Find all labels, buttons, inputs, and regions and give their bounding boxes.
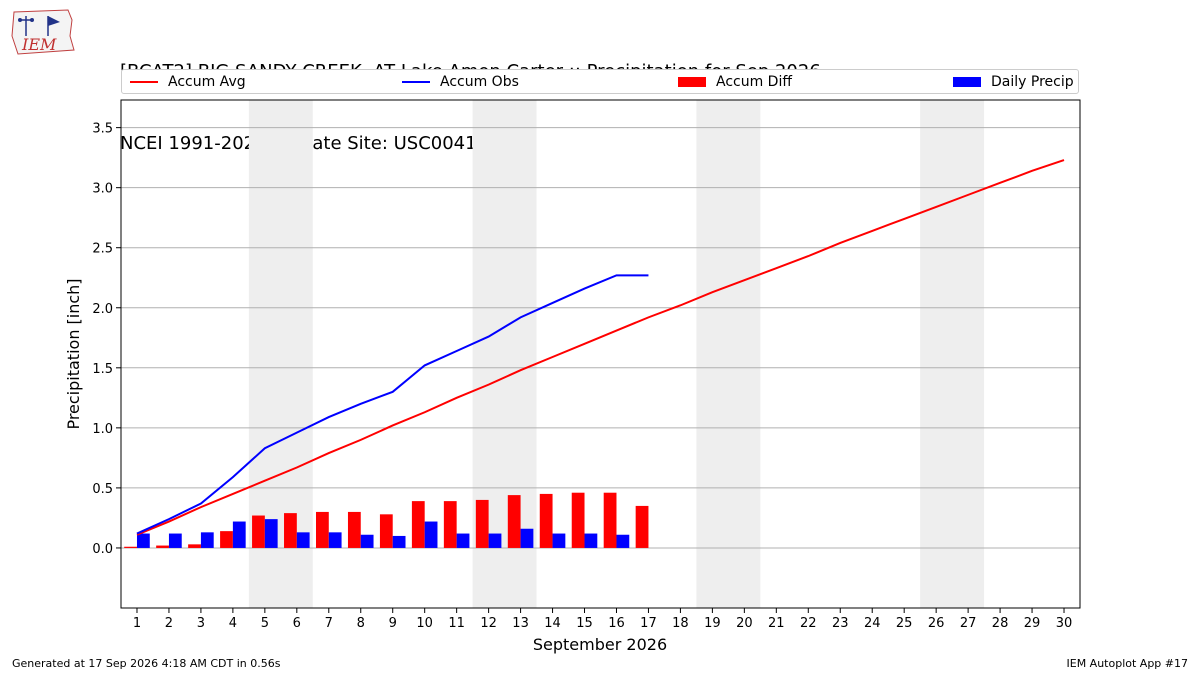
y-tick-label: 0.0 xyxy=(92,542,113,557)
bar xyxy=(539,493,553,548)
y-tick-label: 1.5 xyxy=(92,362,113,377)
x-tick-label: 15 xyxy=(576,616,593,631)
y-tick-label: 2.5 xyxy=(92,242,113,257)
bar xyxy=(392,535,406,548)
bar xyxy=(124,546,137,548)
x-tick-label: 26 xyxy=(928,616,945,631)
x-tick-label: 27 xyxy=(960,616,977,631)
bar xyxy=(616,534,630,548)
x-tick-label: 4 xyxy=(229,616,237,631)
x-tick-label: 11 xyxy=(448,616,465,631)
bar xyxy=(220,531,233,548)
bar xyxy=(571,492,585,548)
x-tick-label: 20 xyxy=(736,616,753,631)
legend-label: Daily Precip xyxy=(991,73,1074,90)
bar xyxy=(315,511,329,548)
bar xyxy=(411,501,425,548)
weekend-shade xyxy=(696,100,761,608)
x-tick-label: 16 xyxy=(608,616,625,631)
iem-logo: IEM xyxy=(8,6,80,58)
x-tick-label: 7 xyxy=(325,616,333,631)
legend-swatch xyxy=(402,80,430,83)
app-credit: IEM Autoplot App #17 xyxy=(1066,657,1189,670)
x-tick-label: 24 xyxy=(864,616,881,631)
legend-swatch xyxy=(953,76,981,87)
bar xyxy=(200,532,214,548)
bar xyxy=(156,545,169,548)
bar xyxy=(347,511,361,548)
bar xyxy=(488,533,502,548)
x-axis-label: September 2026 xyxy=(533,635,667,654)
x-tick-label: 2 xyxy=(165,616,173,631)
legend: Accum Avg Accum Obs Accum Diff Daily Pre… xyxy=(121,69,1079,94)
x-tick-label: 10 xyxy=(416,616,433,631)
x-tick-label: 30 xyxy=(1056,616,1073,631)
bar xyxy=(424,521,438,548)
x-tick-label: 22 xyxy=(800,616,817,631)
bar xyxy=(232,521,246,548)
x-tick-label: 28 xyxy=(992,616,1009,631)
legend-item-daily-precip: Daily Precip xyxy=(953,70,1074,93)
bar xyxy=(252,515,265,548)
bar xyxy=(603,492,617,548)
bar xyxy=(188,544,201,548)
legend-item-accum-obs: Accum Obs xyxy=(402,70,519,93)
bar xyxy=(635,505,649,548)
x-tick-label: 12 xyxy=(480,616,497,631)
bar xyxy=(328,532,342,548)
x-tick-label: 8 xyxy=(357,616,365,631)
x-tick-label: 5 xyxy=(261,616,269,631)
generated-timestamp: Generated at 17 Sep 2026 4:18 AM CDT in … xyxy=(12,657,281,670)
x-tick-label: 23 xyxy=(832,616,849,631)
y-tick-label: 3.0 xyxy=(92,182,113,197)
bar xyxy=(168,533,182,548)
bar xyxy=(136,533,150,548)
bar xyxy=(552,533,566,548)
legend-label: Accum Obs xyxy=(440,73,519,90)
legend-swatch xyxy=(678,76,706,87)
x-tick-label: 18 xyxy=(672,616,689,631)
series-line xyxy=(136,159,1065,536)
y-axis-label: Precipitation [inch] xyxy=(64,278,83,429)
x-tick-label: 21 xyxy=(768,616,785,631)
x-tick-label: 17 xyxy=(640,616,657,631)
legend-label: Accum Avg xyxy=(168,73,246,90)
bar xyxy=(296,532,310,548)
bar xyxy=(379,514,393,548)
y-tick-label: 2.0 xyxy=(92,302,113,317)
bar xyxy=(360,534,374,548)
bar xyxy=(284,513,297,548)
y-tick-label: 0.5 xyxy=(92,482,113,497)
x-tick-label: 13 xyxy=(512,616,529,631)
plot-frame xyxy=(120,99,1081,609)
x-tick-label: 9 xyxy=(389,616,397,631)
x-tick-label: 29 xyxy=(1024,616,1041,631)
x-tick-label: 19 xyxy=(704,616,721,631)
bar xyxy=(475,499,489,548)
x-tick-label: 25 xyxy=(896,616,913,631)
x-tick-label: 14 xyxy=(544,616,561,631)
legend-item-accum-avg: Accum Avg xyxy=(130,70,246,93)
x-tick-label: 3 xyxy=(197,616,205,631)
x-tick-label: 1 xyxy=(133,616,141,631)
x-tick-label: 6 xyxy=(293,616,301,631)
bar xyxy=(264,519,278,548)
legend-item-accum-diff: Accum Diff xyxy=(678,70,792,93)
bar xyxy=(456,533,470,548)
series-line xyxy=(136,274,649,535)
bar xyxy=(443,501,457,548)
legend-label: Accum Diff xyxy=(716,73,793,90)
y-tick-label: 1.0 xyxy=(92,422,113,437)
y-tick-label: 3.5 xyxy=(92,122,113,137)
bar xyxy=(520,528,534,548)
bar xyxy=(584,533,598,548)
logo-text: IEM xyxy=(21,35,57,54)
weekend-shade xyxy=(920,100,985,608)
bar xyxy=(507,495,521,548)
legend-swatch xyxy=(130,80,158,83)
